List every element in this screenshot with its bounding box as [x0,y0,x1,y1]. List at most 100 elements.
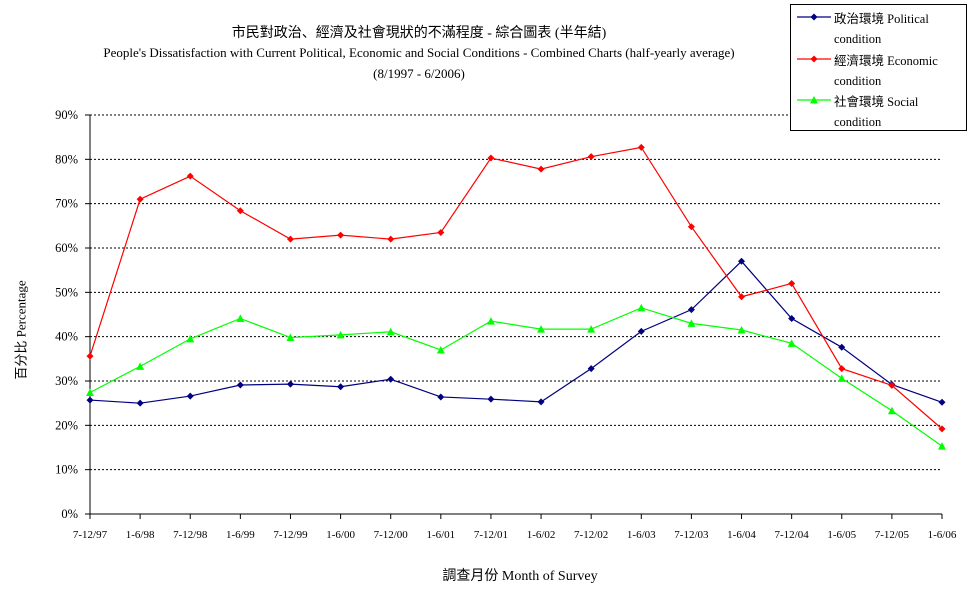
y-tick-label: 60% [55,241,78,255]
data-point [687,306,695,314]
data-point [236,314,245,322]
data-point [486,317,495,325]
data-point [838,365,846,373]
data-point [236,207,244,215]
data-point [687,319,696,327]
legend-swatch-social [797,96,831,104]
data-point [838,343,846,351]
data-point [737,326,746,334]
series-0 [86,257,946,407]
chart-title-english: People's Dissatisfaction with Current Po… [103,45,735,60]
data-point [136,195,144,203]
legend-swatch-economic [797,55,831,63]
data-point [437,393,445,401]
data-point [186,334,195,343]
series-1 [86,143,946,433]
data-point [386,327,395,336]
data-point [637,143,645,151]
y-tick-label: 90% [55,108,78,122]
legend-item-economic: 經濟環境 Economic condition [791,49,966,89]
data-point [587,325,596,333]
x-tick-label: 1-6/05 [827,529,856,541]
legend-item-political: 政治環境 Political condition [791,7,966,47]
x-tick-labels: 7-12/97 1-6/98 7-12/98 1-6/99 7-12/99 1-6/00 7… [73,529,957,541]
data-point [186,392,194,400]
data-point [286,235,294,243]
legend-swatch-political [797,13,831,21]
data-point [788,279,796,287]
x-tick-label: 1-6/06 [928,529,957,541]
axes [85,114,943,519]
x-tick-label: 1-6/00 [326,529,355,541]
x-tick-label: 7-12/02 [574,529,608,541]
data-point [587,365,595,373]
data-point [487,154,495,162]
data-point [437,228,445,236]
data-point [738,293,746,301]
data-point [387,375,395,383]
data-point [587,153,595,161]
data-point [336,330,345,339]
data-point [86,352,94,360]
chart-subtitle: (8/1997 - 6/2006) [373,66,465,81]
data-point [637,303,646,312]
data-point [787,339,796,347]
x-tick-label: 1-6/01 [426,529,455,541]
data-point [788,314,796,322]
y-tick-label: 50% [55,285,78,299]
data-point [537,165,545,173]
gridlines [90,114,942,471]
y-axis-label: 百分比 Percentage [13,280,29,380]
x-tick-label: 7-12/99 [273,529,308,541]
series-line [89,307,943,447]
x-tick-label: 7-12/97 [73,529,108,541]
legend: 政治環境 Political condition 經濟環境 Economic c… [790,4,967,131]
x-tick-label: 1-6/98 [126,529,155,541]
data-point [537,325,546,333]
x-tick-label: 1-6/03 [627,529,656,541]
y-tick-labels: 0% 10% 20% 30% 40% 50% 60% 70% 80% 90% [55,108,78,521]
series-line [89,260,943,404]
data-point [286,333,295,342]
y-tick-label: 80% [55,152,78,166]
data-point [888,381,896,389]
data-point [537,398,545,406]
y-tick-label: 0% [61,507,78,521]
chart-title-chinese: 市民對政治、經濟及社會現狀的不滿程度 - 綜合圖表 (半年結) [231,26,607,41]
data-point [286,380,294,388]
data-point [887,406,896,415]
x-tick-label: 7-12/00 [374,529,409,541]
y-tick-label: 70% [55,197,78,211]
series-line [89,146,943,430]
y-tick-label: 40% [55,330,78,344]
y-tick-label: 10% [55,463,78,477]
data-point [837,374,846,382]
data-point [186,172,194,180]
y-tick-label: 20% [55,418,78,432]
data-point [136,362,145,370]
data-point [938,442,946,450]
series-2 [86,303,946,450]
x-tick-label: 7-12/98 [173,529,208,541]
legend-label-political: 政治環境 Political condition [834,12,929,46]
data-point [86,388,94,397]
data-point [738,257,746,265]
data-point [337,383,345,391]
data-point [387,235,395,243]
data-point [86,396,94,404]
x-tick-label: 7-12/04 [775,529,810,541]
data-point [637,327,645,335]
data-point [487,395,495,403]
data-point [938,398,946,406]
x-tick-label: 1-6/02 [527,529,556,541]
data-point [337,231,345,239]
data-point [436,345,445,354]
x-axis-label: 調查月份 Month of Survey [442,569,598,584]
data-point [136,399,144,407]
legend-label-social: 社會環境 Social condition [834,95,919,129]
x-tick-label: 1-6/04 [727,529,756,541]
data-point [236,381,244,389]
x-tick-label: 1-6/99 [226,529,255,541]
data-point [687,223,695,231]
data-series [86,143,946,450]
